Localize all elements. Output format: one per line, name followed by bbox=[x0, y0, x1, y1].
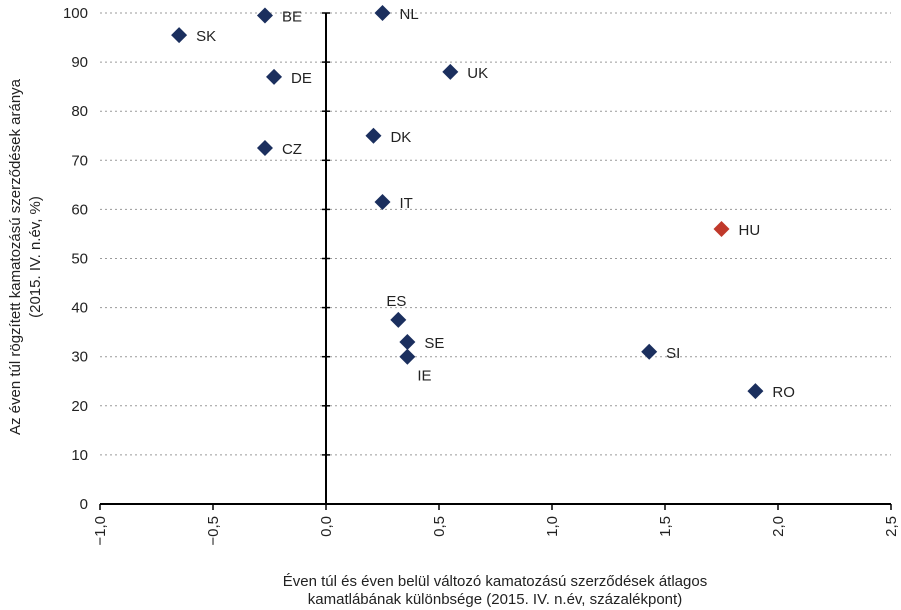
y-tick-label: 80 bbox=[71, 103, 88, 120]
x-tick-label: 2,5 bbox=[883, 516, 900, 537]
data-point-ie bbox=[399, 348, 416, 365]
point-label-sk: SK bbox=[196, 28, 216, 45]
data-point-be bbox=[256, 7, 273, 24]
gridlines bbox=[100, 12, 891, 456]
y-tick-label: 50 bbox=[71, 251, 88, 268]
data-point-it bbox=[374, 194, 391, 211]
data-point-sk bbox=[171, 27, 188, 44]
y-tick-label: 20 bbox=[71, 398, 88, 415]
point-labels: NL BE SK DE UK DK CZ IT HU ES SE SI IE RO bbox=[196, 6, 795, 401]
tick-labels: 0 10 20 30 40 50 60 70 80 90 100 −1,0 −0,5 0,0 0,5 1,0 1… bbox=[63, 5, 900, 546]
y-tick-label: 60 bbox=[71, 201, 88, 218]
y-tick-label: 0 bbox=[80, 496, 88, 513]
point-label-uk: UK bbox=[467, 65, 488, 82]
axis-titles: Éven túl és éven belül változó kamatozás… bbox=[7, 78, 707, 608]
y-tick-label: 90 bbox=[71, 54, 88, 71]
data-point-ro bbox=[747, 383, 764, 400]
data-point-se bbox=[399, 333, 416, 350]
x-tick-label: 1,5 bbox=[657, 516, 674, 537]
x-axis-title-line-2: kamatlábának különbsége (2015. IV. n.év,… bbox=[308, 591, 682, 608]
point-label-si: SI bbox=[666, 345, 680, 362]
y-axis-title-line-2: (2015. IV. n.év, %) bbox=[27, 196, 44, 318]
point-label-be: BE bbox=[282, 8, 302, 25]
data-point-de bbox=[266, 68, 283, 85]
point-label-se: SE bbox=[424, 335, 444, 352]
data-point-dk bbox=[365, 127, 382, 144]
x-tick-label: −1,0 bbox=[92, 516, 109, 546]
point-label-de: DE bbox=[291, 70, 312, 87]
data-point-nl bbox=[374, 5, 391, 21]
x-tick-label: 1,0 bbox=[544, 516, 561, 537]
data-point-hu bbox=[713, 221, 730, 238]
x-tick-label: 2,0 bbox=[770, 516, 787, 537]
data-point-es bbox=[390, 311, 407, 328]
data-point-uk bbox=[442, 63, 459, 80]
y-tick-label: 10 bbox=[71, 447, 88, 464]
x-tick-label: 0,5 bbox=[431, 516, 448, 537]
x-tick-label: 0,0 bbox=[318, 516, 335, 537]
point-label-es: ES bbox=[386, 293, 406, 310]
point-label-it: IT bbox=[400, 195, 413, 212]
point-label-ie: IE bbox=[417, 368, 431, 385]
axes bbox=[99, 12, 892, 510]
y-tick-label: 40 bbox=[71, 300, 88, 317]
y-axis-title-line-1: Az éven túl rögzített kamatozású szerződ… bbox=[7, 78, 24, 435]
y-tick-label: 70 bbox=[71, 152, 88, 169]
y-tick-label: 30 bbox=[71, 349, 88, 366]
data-points bbox=[171, 5, 764, 400]
point-label-nl: NL bbox=[400, 6, 419, 23]
y-tick-label: 100 bbox=[63, 5, 88, 22]
x-tick-label: −0,5 bbox=[205, 516, 222, 546]
data-point-cz bbox=[256, 140, 273, 157]
data-point-si bbox=[641, 343, 658, 360]
point-label-dk: DK bbox=[390, 129, 411, 146]
x-axis-title-line-1: Éven túl és éven belül változó kamatozás… bbox=[283, 573, 707, 590]
point-label-hu: HU bbox=[739, 222, 761, 239]
point-label-cz: CZ bbox=[282, 141, 302, 158]
point-label-ro: RO bbox=[772, 384, 795, 401]
